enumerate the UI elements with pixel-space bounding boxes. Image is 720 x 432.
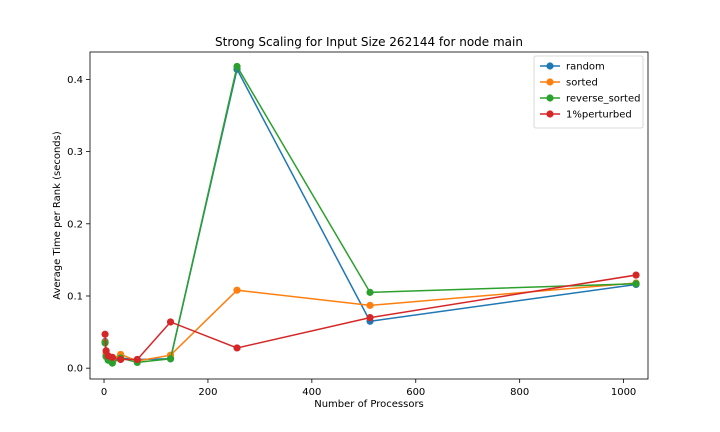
legend-label: sorted — [566, 78, 598, 89]
x-tick-label: 600 — [406, 387, 425, 398]
data-point — [117, 355, 125, 364]
legend-item: sorted — [540, 78, 598, 89]
x-tick-label: 1000 — [611, 387, 636, 398]
data-point — [133, 355, 141, 364]
x-tick-label: 0 — [101, 387, 107, 398]
legend-marker — [546, 110, 554, 118]
legend-label: reverse_sorted — [566, 94, 640, 105]
legend-label: 1%perturbed — [566, 110, 632, 121]
y-tick-label: 0.2 — [67, 219, 83, 230]
data-point — [166, 318, 175, 326]
legend-item: reverse_sorted — [540, 94, 640, 105]
plot-frame — [89, 51, 649, 380]
data-point — [108, 353, 116, 361]
x-tick-label: 200 — [198, 387, 217, 398]
y-axis-title: Average Time per Rank (seconds) — [52, 131, 63, 300]
legend-box — [533, 55, 644, 129]
legend-label: random — [566, 62, 605, 73]
y-tick-label: 0.4 — [67, 75, 83, 86]
data-point — [101, 330, 109, 338]
x-tick-label: 800 — [510, 387, 529, 398]
data-point — [233, 286, 241, 294]
data-point — [632, 280, 640, 288]
data-point — [166, 355, 175, 363]
legend: random sorted reverse_sorted 1%perturbed — [533, 55, 644, 129]
y-tick-label: 0.3 — [67, 147, 83, 158]
legend-marker — [546, 94, 554, 102]
x-axis-title: Number of Processors — [314, 399, 424, 410]
y-tick-label: 0.1 — [67, 291, 83, 302]
legend-marker — [546, 78, 554, 86]
series-1%perturbed — [101, 271, 640, 364]
data-point — [108, 359, 116, 367]
data-point — [366, 314, 374, 322]
chart-title: Strong Scaling for Input Size 262144 for… — [215, 35, 523, 49]
data-point — [366, 301, 374, 309]
legend-item: 1%perturbed — [540, 110, 632, 121]
data-point — [632, 271, 640, 279]
data-point — [366, 288, 374, 296]
legend-marker — [546, 62, 554, 70]
data-point — [233, 344, 241, 352]
legend-item: random — [540, 62, 605, 73]
x-tick-label: 400 — [302, 387, 321, 398]
data-point — [233, 62, 241, 71]
y-tick-label: 0.0 — [67, 364, 83, 375]
